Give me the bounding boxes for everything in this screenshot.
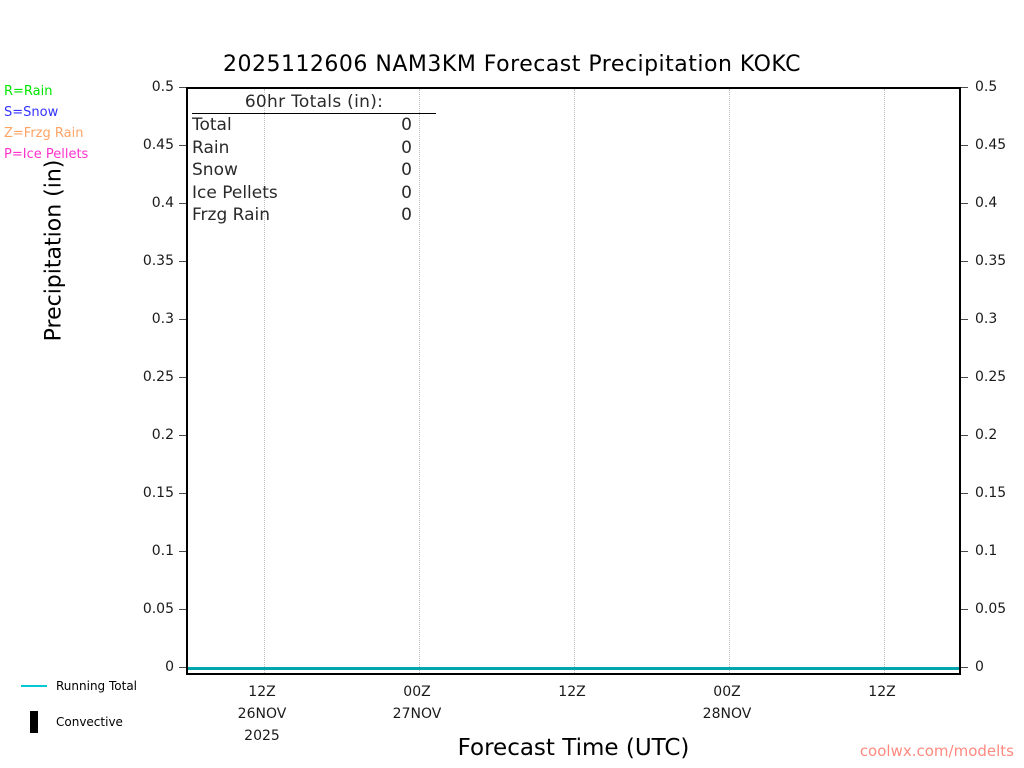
ytick-label-left: 0.3 bbox=[151, 311, 174, 327]
ytick-mark-left bbox=[179, 319, 186, 320]
totals-value: 0 bbox=[401, 182, 412, 203]
ytick-label-left: 0.2 bbox=[151, 427, 174, 443]
totals-row-rain: Rain 0 bbox=[192, 137, 436, 160]
series-legend-label: Running Total bbox=[56, 679, 138, 693]
ytick-mark-right bbox=[961, 261, 968, 262]
xtick-date: 26NOV bbox=[237, 706, 287, 722]
ytick-mark-left bbox=[179, 609, 186, 610]
ytick-label-left: 0 bbox=[165, 659, 174, 675]
ytick-label-left: 0.5 bbox=[151, 79, 174, 95]
ytick-mark-left bbox=[179, 377, 186, 378]
ytick-label-left: 0.35 bbox=[142, 253, 174, 269]
xtick-year: 2025 bbox=[244, 728, 280, 744]
ytick-mark-right bbox=[961, 319, 968, 320]
legend-item-snow: S=Snow bbox=[4, 105, 59, 120]
line-swatch-icon bbox=[12, 685, 56, 687]
ytick-label-right: 0.3 bbox=[975, 311, 998, 327]
ytick-mark-right bbox=[961, 609, 968, 610]
totals-label: Rain bbox=[192, 137, 230, 158]
ytick-label-right: 0.45 bbox=[975, 137, 1007, 153]
series-legend-item-convective: Convective bbox=[12, 704, 137, 740]
totals-value: 0 bbox=[401, 205, 412, 225]
ytick-mark-left bbox=[179, 203, 186, 204]
ytick-label-right: 0.05 bbox=[975, 601, 1007, 617]
totals-label: Ice Pellets bbox=[192, 182, 278, 203]
ytick-mark-left bbox=[179, 145, 186, 146]
gridline-vertical bbox=[729, 89, 730, 673]
ytick-label-right: 0.25 bbox=[975, 369, 1007, 385]
plot-area[interactable] bbox=[186, 87, 961, 675]
ytick-label-right: 0.5 bbox=[975, 79, 998, 95]
watermark: coolwx.com/modelts bbox=[859, 742, 1014, 760]
xtick-time: 00Z bbox=[713, 684, 741, 700]
ytick-mark-right bbox=[961, 145, 968, 146]
xtick-label: 12Z bbox=[822, 681, 942, 703]
xtick-label: 00Z 27NOV bbox=[357, 681, 477, 725]
xtick-time: 12Z bbox=[248, 684, 276, 700]
ytick-mark-right bbox=[961, 377, 968, 378]
ytick-mark-left bbox=[179, 667, 186, 668]
ytick-mark-left bbox=[179, 493, 186, 494]
xtick-date: 27NOV bbox=[392, 706, 442, 722]
xtick-label: 12Z 26NOV 2025 bbox=[202, 681, 322, 747]
xtick-label: 00Z 28NOV bbox=[667, 681, 787, 725]
xtick-time: 12Z bbox=[868, 684, 896, 700]
ytick-label-right: 0.2 bbox=[975, 427, 998, 443]
running-total-series-line bbox=[188, 667, 959, 670]
ytick-mark-right bbox=[961, 667, 968, 668]
ytick-label-left: 0.45 bbox=[142, 137, 174, 153]
legend-item-ice-pellets: P=Ice Pellets bbox=[4, 147, 89, 162]
gridline-vertical bbox=[884, 89, 885, 673]
ytick-label-right: 0.1 bbox=[975, 543, 998, 559]
ytick-label-left: 0.4 bbox=[151, 195, 174, 211]
totals-row-snow: Snow 0 bbox=[192, 159, 436, 182]
ytick-label-right: 0.35 bbox=[975, 253, 1007, 269]
legend-item-rain: R=Rain bbox=[4, 84, 53, 99]
gridline-vertical bbox=[264, 89, 265, 673]
xtick-time: 12Z bbox=[558, 684, 586, 700]
xtick-label: 12Z bbox=[512, 681, 632, 703]
precip-type-legend: R=Rain S=Snow Z=Frzg Rain P=Ice Pellets bbox=[4, 81, 88, 165]
page-title: 2025112606 NAM3KM Forecast Precipitation… bbox=[222, 52, 802, 77]
ytick-mark-right bbox=[961, 493, 968, 494]
ytick-mark-left bbox=[179, 261, 186, 262]
totals-value: 0 bbox=[401, 137, 412, 158]
totals-label: Frzg Rain bbox=[192, 205, 271, 225]
gridline-vertical bbox=[419, 89, 420, 673]
totals-row-ice-pellets: Ice Pellets 0 bbox=[192, 182, 436, 205]
totals-value: 0 bbox=[401, 160, 412, 180]
y-axis-title: Precipitation (in) bbox=[41, 159, 67, 342]
bar-swatch-icon bbox=[12, 711, 56, 733]
totals-row-frzg-rain: Frzg Rain 0 bbox=[192, 204, 436, 227]
ytick-label-left: 0.15 bbox=[142, 485, 174, 501]
ytick-mark-right bbox=[961, 435, 968, 436]
ytick-label-left: 0.25 bbox=[142, 369, 174, 385]
totals-heading: 60hr Totals (in): bbox=[192, 92, 436, 114]
ytick-mark-left bbox=[179, 87, 186, 88]
series-legend-item-running-total: Running Total bbox=[12, 668, 137, 704]
ytick-label-right: 0 bbox=[975, 659, 984, 675]
ytick-label-left: 0.1 bbox=[151, 543, 174, 559]
x-axis-title: Forecast Time (UTC) bbox=[457, 735, 690, 761]
ytick-mark-right bbox=[961, 87, 968, 88]
xtick-date: 28NOV bbox=[702, 706, 752, 722]
series-legend-label: Convective bbox=[56, 715, 123, 729]
totals-value: 0 bbox=[401, 115, 412, 135]
ytick-mark-right bbox=[961, 203, 968, 204]
ytick-label-left: 0.05 bbox=[142, 601, 174, 617]
ytick-mark-right bbox=[961, 551, 968, 552]
totals-label: Snow bbox=[192, 160, 238, 180]
totals-label: Total bbox=[192, 115, 232, 135]
ytick-label-right: 0.15 bbox=[975, 485, 1007, 501]
totals-box: 60hr Totals (in): Total 0 Rain 0 Snow 0 … bbox=[192, 92, 436, 227]
gridline-vertical bbox=[574, 89, 575, 673]
ytick-mark-left bbox=[179, 551, 186, 552]
totals-row-total: Total 0 bbox=[192, 114, 436, 137]
legend-item-frzg-rain: Z=Frzg Rain bbox=[4, 126, 84, 141]
ytick-mark-left bbox=[179, 435, 186, 436]
ytick-label-right: 0.4 bbox=[975, 195, 998, 211]
series-legend: Running Total Convective bbox=[12, 668, 137, 740]
xtick-time: 00Z bbox=[403, 684, 431, 700]
